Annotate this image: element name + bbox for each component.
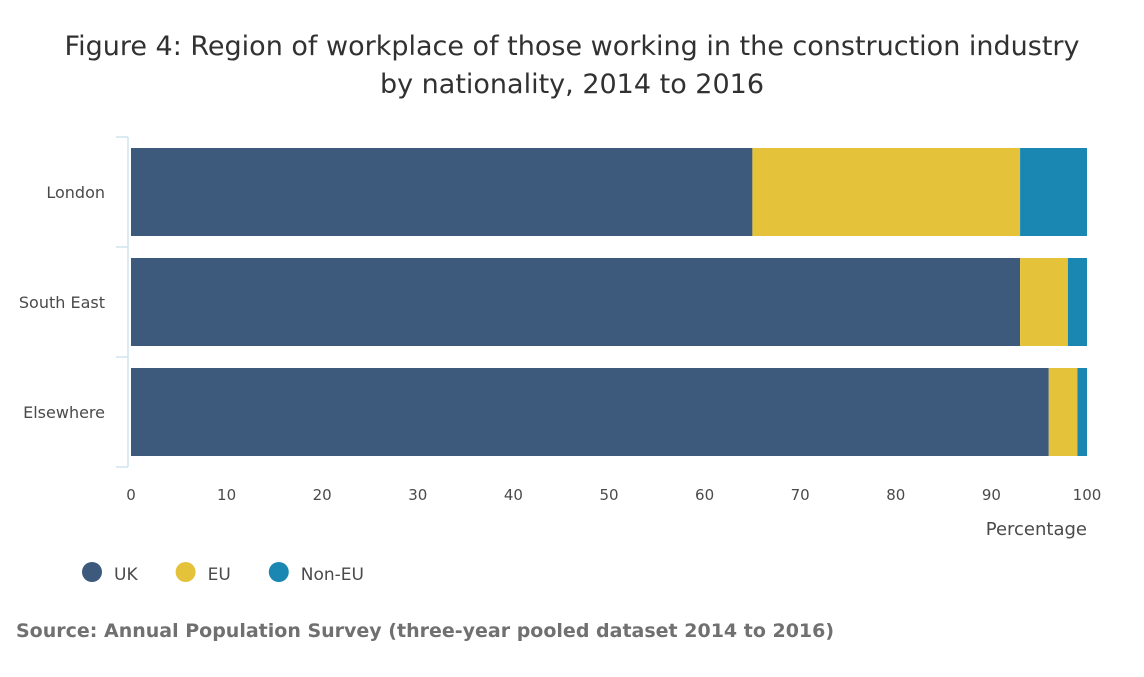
chart-title-line-2: by nationality, 2014 to 2016 — [379, 69, 765, 100]
bar-south-east-non-eu — [1067, 258, 1087, 346]
x-tick-label: 60 — [695, 486, 714, 504]
x-tick-label: 20 — [313, 486, 332, 504]
x-tick-label: 0 — [126, 486, 136, 504]
legend-swatch-non-eu — [268, 562, 289, 582]
x-axis-title: Percentage — [986, 519, 1087, 540]
legend-label-non-eu: Non-EU — [301, 565, 364, 585]
x-tick-label: 80 — [886, 486, 905, 504]
legend-label-eu: EU — [208, 565, 231, 585]
bar-london-non-eu — [1020, 148, 1087, 236]
bar-south-east-uk — [131, 258, 1021, 346]
x-tick-label: 90 — [982, 486, 1001, 504]
bar-south-east-eu — [1020, 258, 1068, 346]
bar-london-uk — [131, 148, 753, 236]
category-label-south-east: South East — [19, 293, 105, 312]
x-tick-label: 30 — [408, 486, 427, 504]
chart-title-line-1: Figure 4: Region of workplace of those w… — [64, 31, 1080, 62]
source-note: Source: Annual Population Survey (three-… — [16, 620, 835, 642]
legend-swatch-eu — [175, 562, 196, 582]
x-tick-label: 10 — [217, 486, 236, 504]
chart-title: Figure 4: Region of workplace of those w… — [0, 28, 1144, 104]
bar-elsewhere-eu — [1048, 368, 1078, 456]
x-tick-label: 100 — [1073, 486, 1102, 504]
category-label-london: London — [46, 183, 105, 202]
x-tick-label: 40 — [504, 486, 523, 504]
stacked-bar-chart: London South East Elsewhere 0 10 20 30 40 50 60 70… — [19, 136, 1102, 585]
x-tick-label: 50 — [599, 486, 618, 504]
category-label-elsewhere: Elsewhere — [23, 403, 105, 422]
x-tick-label: 70 — [791, 486, 810, 504]
legend-swatch-uk — [82, 562, 102, 582]
bar-london-eu — [752, 148, 1021, 236]
bar-elsewhere-uk — [131, 368, 1049, 456]
legend-label-uk: UK — [114, 565, 138, 585]
bar-elsewhere-non-eu — [1077, 368, 1087, 456]
